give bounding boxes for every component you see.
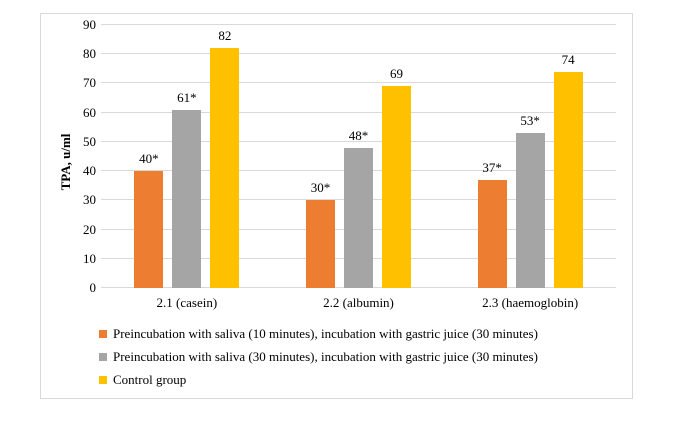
bar-series-1-category-2 — [306, 200, 335, 288]
bar-slot: 48* — [344, 25, 373, 288]
bar-value-label: 30* — [310, 180, 331, 196]
y-tick-label: 80 — [83, 46, 96, 62]
bar-slot: 69 — [382, 25, 411, 288]
gridline — [101, 140, 616, 142]
y-tick-label: 20 — [83, 221, 96, 237]
legend-label: Preincubation with saliva (30 minutes), … — [113, 349, 538, 364]
y-tick-label: 60 — [83, 104, 96, 120]
chart-legend: Preincubation with saliva (10 minutes), … — [99, 326, 538, 395]
bar-series-3-category-3 — [553, 71, 583, 288]
bar-value-label: 40* — [139, 151, 159, 167]
bar-series-2-category-3 — [515, 133, 545, 288]
x-label-albumin: 2.2 (albumin) — [323, 295, 394, 310]
y-tick-label: 70 — [83, 75, 96, 91]
bar-series-1-category-1 — [134, 171, 164, 288]
bar-group-casein: 40* 61* 82 — [101, 25, 273, 288]
bar-value-label: 37* — [482, 159, 502, 175]
legend-marker-series-1 — [99, 330, 107, 338]
legend-label: Preincubation with saliva (10 minutes), … — [113, 326, 538, 341]
legend-label: Control group — [113, 372, 187, 387]
bar-series-2-category-2 — [344, 147, 373, 288]
bar-slot: 37* — [477, 25, 507, 288]
legend-item: Control group — [99, 372, 538, 388]
bar-group-haemoglobin: 37* 53* 74 — [444, 25, 616, 288]
gridline — [101, 111, 616, 113]
y-tick-label: 90 — [83, 17, 96, 32]
y-tick-label: 30 — [83, 192, 96, 208]
bar-value-label: 48* — [348, 127, 369, 143]
legend-item: Preincubation with saliva (30 minutes), … — [99, 349, 538, 365]
bar-series-3-category-2 — [382, 86, 411, 288]
gridline — [101, 24, 616, 25]
bar-slot: 74 — [553, 25, 583, 288]
x-label-haemoglobin: 2.3 (haemoglobin) — [482, 295, 579, 310]
bar-series-3-category-1 — [210, 48, 240, 288]
bar-value-label: 61* — [177, 89, 197, 105]
y-tick-label: 0 — [89, 280, 97, 295]
bar-slot: 53* — [515, 25, 545, 288]
gridline — [101, 82, 616, 84]
bar-value-label: 82 — [218, 28, 232, 44]
bar-slot: 30* — [306, 25, 335, 288]
bar-series-2-category-1 — [172, 109, 202, 288]
legend-item: Preincubation with saliva (10 minutes), … — [99, 326, 538, 342]
bar-group-albumin: 30* 48* 69 — [273, 25, 445, 288]
bar-slot: 82 — [210, 25, 240, 288]
bar-value-label: 53* — [520, 113, 540, 129]
x-axis-labels: 2.1 (casein) 2.2 (albumin) 2.3 (haemoglo… — [101, 295, 616, 311]
legend-marker-series-2 — [99, 353, 107, 361]
y-tick-label: 40 — [83, 163, 96, 179]
chart-frame: TPA, u/ml 0 10 20 30 40 50 60 70 80 90 40* 61* 82 3… — [40, 13, 633, 399]
y-tick-label: 10 — [83, 250, 96, 266]
gridline — [101, 53, 616, 55]
x-label-casein: 2.1 (casein) — [156, 295, 218, 310]
bar-slot: 61* — [172, 25, 202, 288]
y-tick-label: 50 — [83, 133, 96, 149]
y-axis-ticks: 0 10 20 30 40 50 60 70 80 90 — [41, 17, 96, 295]
bar-slot: 40* — [134, 25, 164, 288]
legend-marker-series-3 — [99, 376, 107, 384]
plot-area: 40* 61* 82 30* 48* 69 37* 53* 74 — [101, 24, 616, 288]
bar-value-label: 69 — [390, 66, 403, 82]
bar-value-label: 74 — [561, 51, 575, 67]
bar-series-1-category-3 — [477, 179, 507, 288]
